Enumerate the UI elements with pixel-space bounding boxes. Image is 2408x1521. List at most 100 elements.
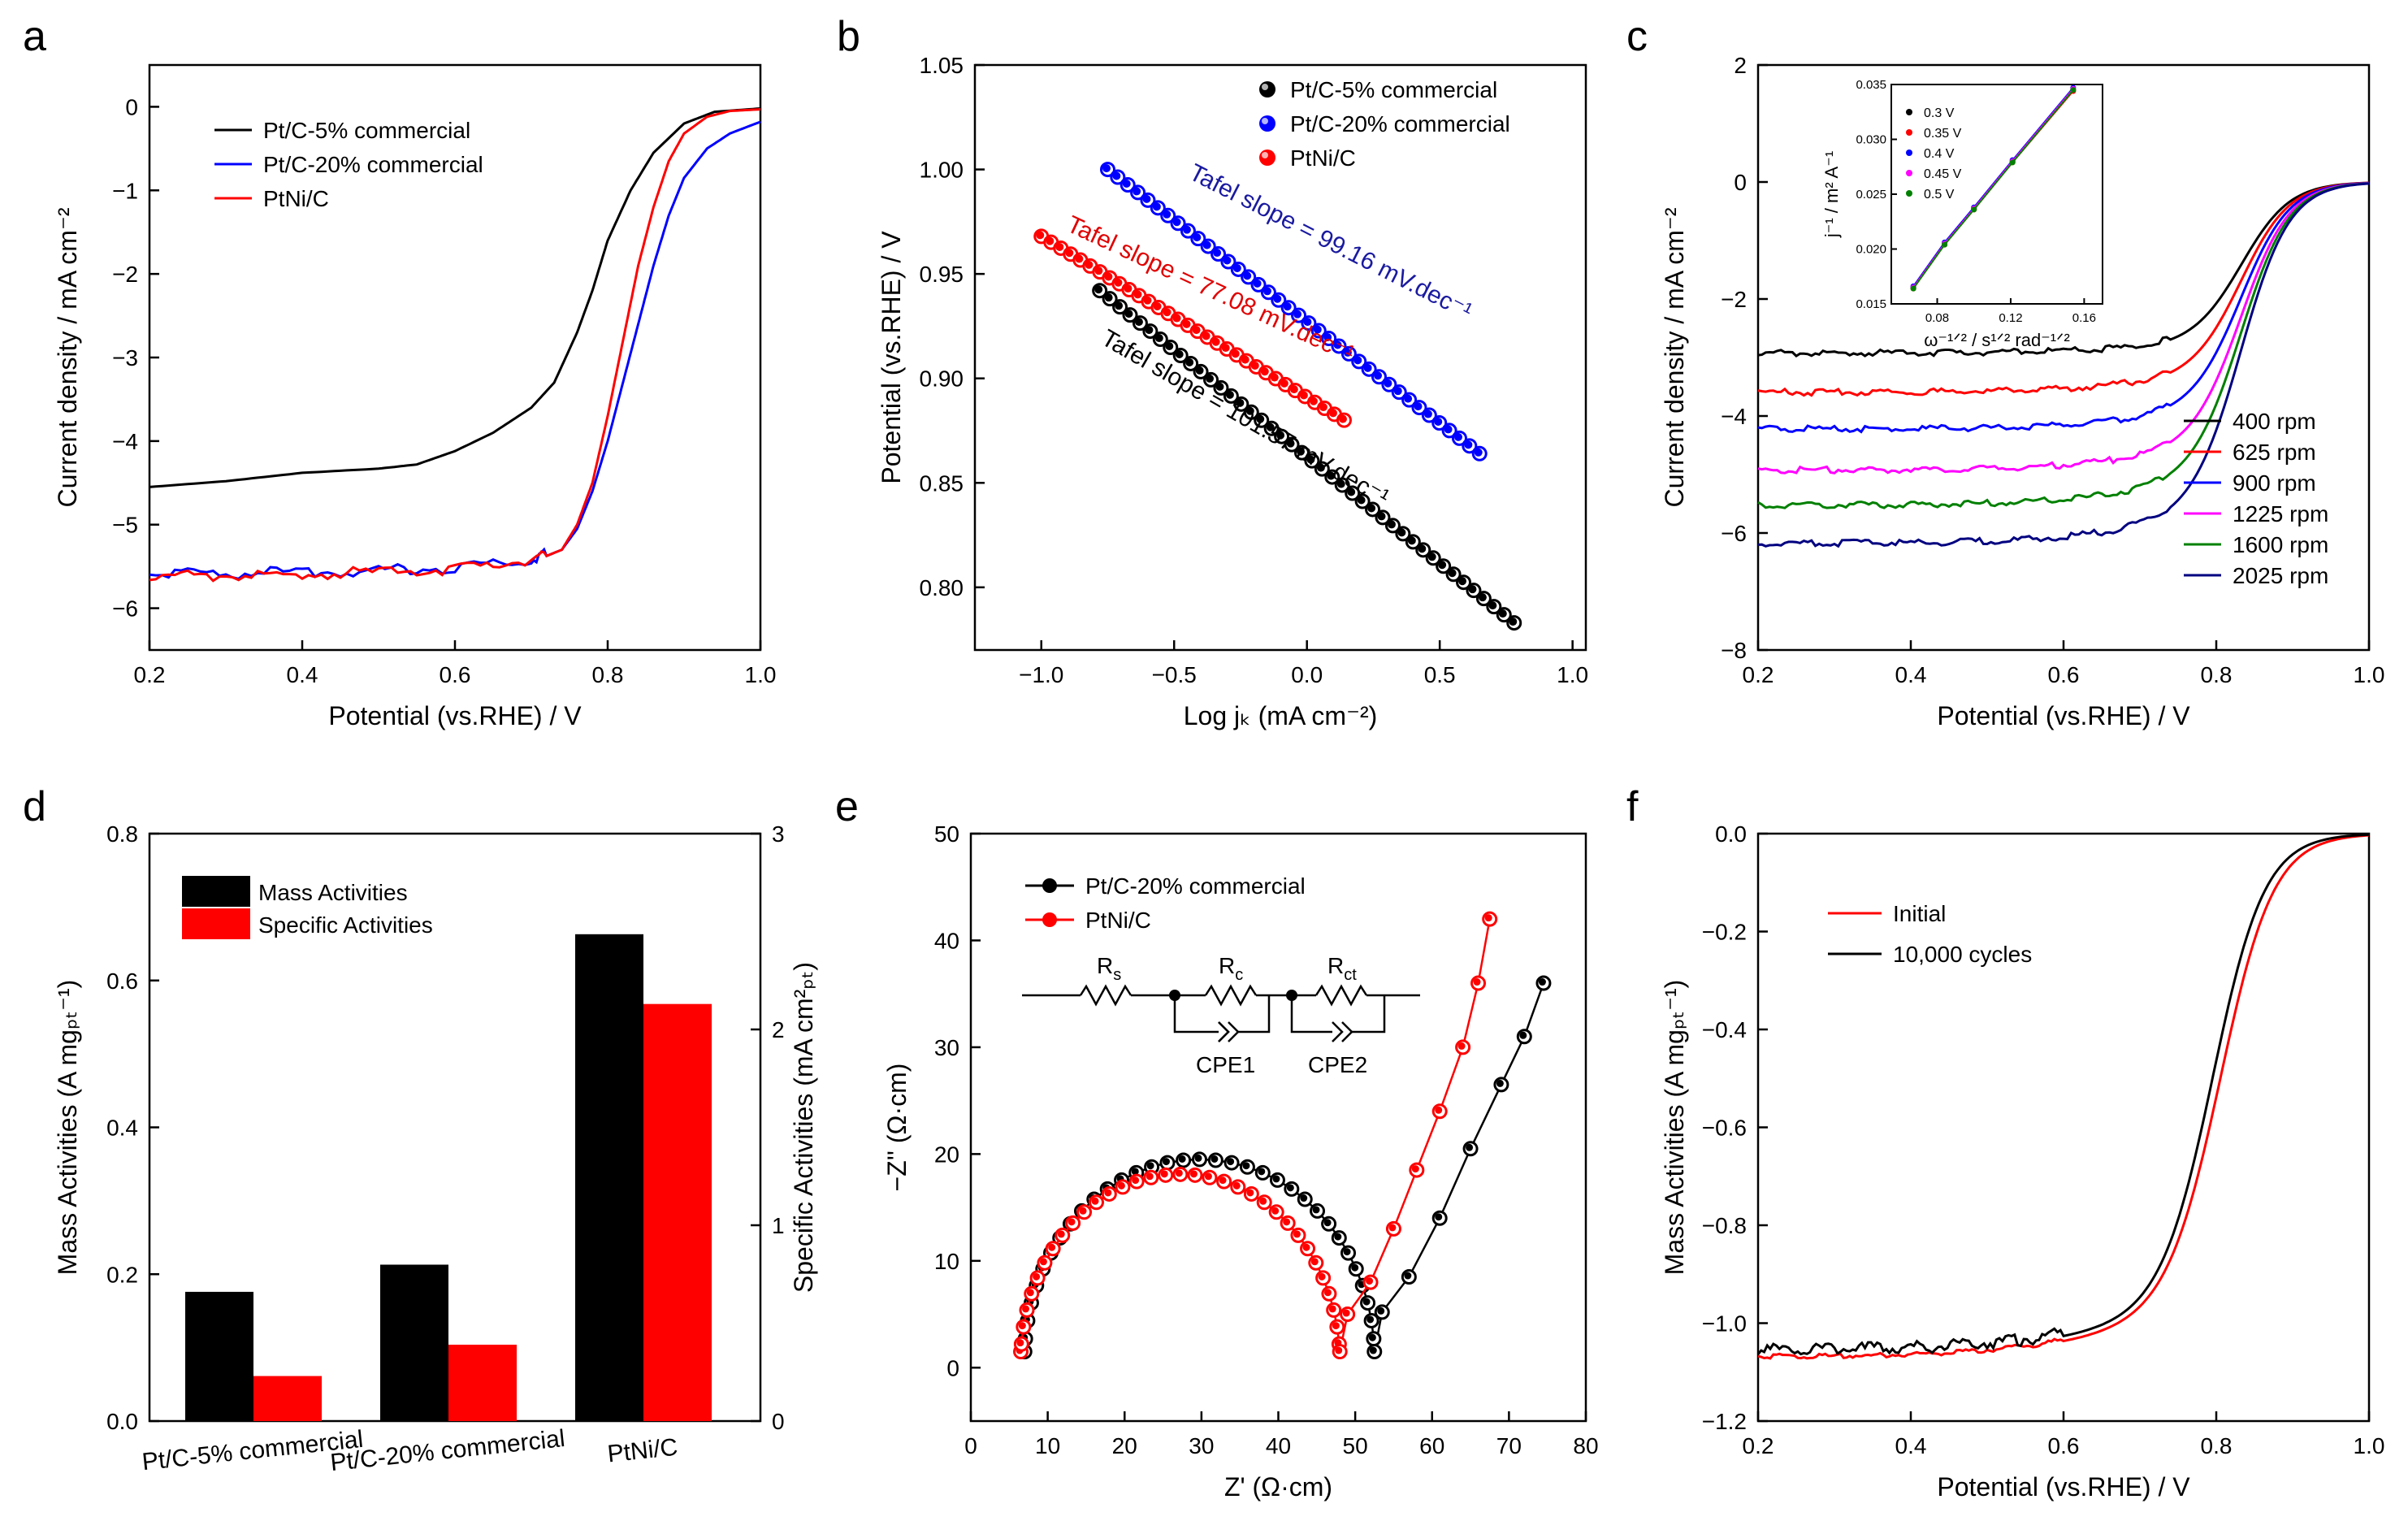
- panel-a: a 0.2 0.4 0.6 0.8 1.0 Potential (vs.RHE) / V 0 −…: [23, 13, 776, 730]
- data-point-fill: [1227, 1158, 1235, 1166]
- resistor-label: Rct: [1327, 953, 1357, 984]
- y-tick-label: −1.2: [1702, 1409, 1747, 1434]
- data-point-fill: [1259, 1197, 1267, 1205]
- y-tick-label: −6: [112, 596, 138, 622]
- data-point-fill: [1242, 1162, 1250, 1170]
- y-tick-label: −0.2: [1702, 920, 1747, 945]
- wire: [1238, 995, 1271, 1034]
- data-point-fill: [1236, 398, 1245, 407]
- data-point-fill: [1143, 296, 1152, 305]
- data-point-fill: [1427, 552, 1436, 561]
- data-point-fill: [1367, 504, 1376, 513]
- wire: [1290, 995, 1332, 1034]
- data-point-fill: [1343, 348, 1352, 357]
- y-axis-label: Current density / mA cm⁻²: [1660, 207, 1689, 507]
- data-point-fill: [1068, 1218, 1076, 1226]
- data-point-fill: [1134, 318, 1143, 327]
- y-tick-label: 50: [934, 821, 959, 847]
- data-point-fill: [1273, 294, 1282, 303]
- data-point-fill: [1519, 1031, 1527, 1039]
- legend-label: 2025 rpm: [2233, 563, 2328, 588]
- legend-swatch: [182, 876, 250, 907]
- x-tick-label: 0.2: [1743, 662, 1774, 687]
- data-point-fill: [1266, 422, 1275, 431]
- data-point-fill: [1458, 577, 1467, 586]
- x-tick-label: 40: [1266, 1433, 1291, 1458]
- data-point-fill: [1283, 302, 1292, 311]
- data-point-fill: [1280, 379, 1288, 388]
- data-point-fill: [1033, 1272, 1041, 1280]
- cpe2-label: CPE2: [1308, 1052, 1367, 1077]
- data-point-fill: [1133, 290, 1142, 299]
- y-tick-label: 2: [1734, 53, 1747, 78]
- data-point-fill: [1022, 1305, 1030, 1313]
- x-tick-label: 0.2: [1743, 1433, 1774, 1458]
- data-point-fill: [1094, 266, 1103, 275]
- inset-legend-marker: [1906, 150, 1912, 156]
- data-point-fill: [1260, 367, 1269, 376]
- data-point-fill: [1488, 601, 1497, 610]
- data-point-fill: [1332, 1322, 1340, 1330]
- data-point-fill: [1310, 1258, 1319, 1266]
- x-tick-label: −1.0: [1019, 662, 1063, 687]
- y-tick-label: −1: [112, 178, 138, 203]
- data-point-fill: [1388, 1224, 1397, 1232]
- data-point-fill: [1194, 1154, 1202, 1162]
- data-point-fill: [1343, 1248, 1351, 1256]
- data-point-fill: [1055, 242, 1064, 251]
- y-axis-label: Mass Activities (A mgₚₜ⁻¹): [53, 980, 82, 1276]
- bar: [575, 934, 643, 1421]
- data-point-fill: [1538, 978, 1546, 986]
- data-point-fill: [1509, 618, 1518, 626]
- legend-label: Mass Activities: [258, 880, 408, 905]
- data-point-fill: [1241, 355, 1249, 364]
- data-point-fill: [1496, 1079, 1504, 1087]
- x-tick-label: 0.5: [1424, 662, 1456, 687]
- series-0: [1092, 283, 1522, 631]
- y-tick-label: 1.00: [920, 158, 964, 183]
- data-point-fill: [1223, 256, 1232, 265]
- data-point-fill: [1102, 164, 1111, 173]
- data-point-fill: [1293, 1230, 1301, 1238]
- data-point-fill: [1232, 263, 1241, 272]
- data-point-fill: [1243, 271, 1252, 280]
- inset-y-tick-label: 0.030: [1856, 133, 1886, 147]
- legend-label: 1600 rpm: [2233, 532, 2328, 557]
- data-point-fill: [1065, 249, 1074, 258]
- y-tick-label: 0.0: [106, 1409, 138, 1434]
- y-axis-label: Mass Activities (A mgₚₜ⁻¹): [1660, 980, 1689, 1276]
- x-axis-label: Z' (Ω·cm): [1224, 1472, 1332, 1502]
- inset: 0.08 0.12 0.16 0.015 0.020 0.025 0.030 0.035 ω⁻¹…: [1821, 78, 2103, 350]
- data-point-fill: [1464, 440, 1473, 449]
- x-tick-label: −0.5: [1152, 662, 1197, 687]
- data-point-fill: [1319, 403, 1327, 412]
- data-point-fill: [1407, 536, 1416, 545]
- data-point-fill: [1323, 333, 1332, 342]
- data-point-fill: [1036, 231, 1045, 240]
- data-point-fill: [1438, 561, 1447, 570]
- y-tick-label: 1.05: [920, 53, 964, 78]
- data-point-fill: [1175, 349, 1184, 358]
- series-line: [149, 107, 761, 488]
- x-axis-label: Potential (vs.RHE) / V: [1937, 701, 2190, 730]
- data-point-fill: [1117, 1181, 1125, 1190]
- data-point-fill: [1075, 254, 1084, 263]
- x-tick-label: 1.0: [1557, 662, 1588, 687]
- inset-y-label: j⁻¹ / m² A⁻¹: [1821, 151, 1842, 238]
- data-point-fill: [1347, 488, 1356, 496]
- series-line: [1757, 182, 2370, 474]
- x-tick-label: 20: [1112, 1433, 1137, 1458]
- legend-marker: [1259, 115, 1275, 132]
- data-point-fill: [1313, 325, 1322, 334]
- data-point-fill: [1262, 287, 1271, 296]
- data-point-fill: [1357, 496, 1366, 505]
- data-point-fill: [1114, 278, 1123, 287]
- data-point-fill: [1153, 301, 1162, 310]
- y-tick-label: −0.6: [1702, 1116, 1747, 1141]
- legend-swatch: [182, 908, 250, 939]
- data-point-fill: [1206, 374, 1215, 383]
- data-point-fill: [1323, 1219, 1332, 1227]
- data-point-fill: [1219, 1176, 1227, 1185]
- data-point-fill: [1202, 240, 1211, 249]
- x-tick-label: 0: [964, 1433, 977, 1458]
